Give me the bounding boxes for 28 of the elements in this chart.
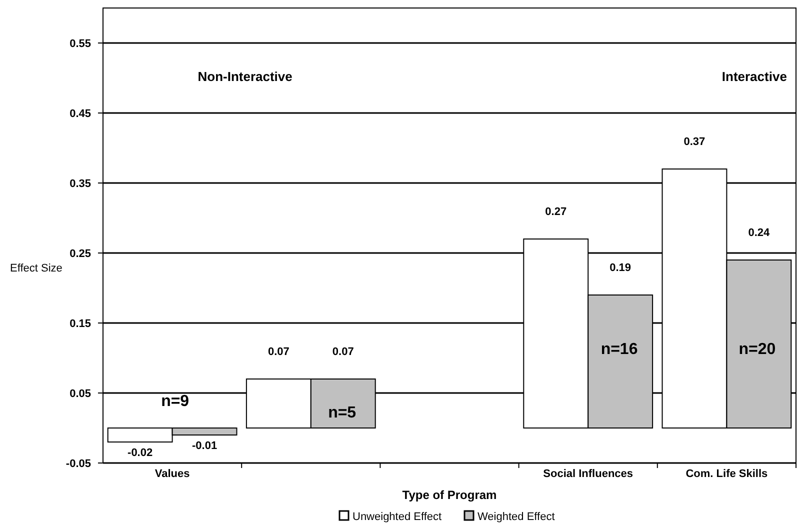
y-axis-title: Effect Size [10,262,62,274]
data-label: 0.07 [332,346,354,358]
annotation: n=9 [161,393,190,410]
data-label: 0.37 [684,136,706,148]
annotation: n=5 [328,404,356,422]
data-label: 0.19 [610,262,632,274]
y-tick-label: 0.15 [70,318,91,330]
y-tick-label: -0.05 [66,458,91,470]
y-tick-label: 0.25 [70,248,91,260]
y-tick-label: 0.05 [70,388,91,400]
data-label: 0.24 [748,227,771,239]
y-tick-label: 0.35 [70,178,91,190]
annotation: Non-Interactive [198,68,292,84]
x-tick-label: Social Influences [543,468,634,480]
x-tick-label: Com. Life Skills [686,468,768,480]
y-tick-label: 0.45 [70,108,91,120]
x-tick-label: Values [154,468,190,480]
data-label: -0.01 [192,440,218,452]
legend-label: Weighted Effect [478,511,555,523]
annotation: Interactive [722,68,787,84]
annotation: n=16 [600,340,638,358]
x-axis-title: Type of Program [402,488,497,502]
annotation: n=20 [738,340,776,358]
y-tick-label: 0.55 [70,38,91,50]
legend-label: Unweighted Effect [352,511,442,523]
data-label: -0.02 [128,447,153,459]
data-label: 0.07 [268,346,290,358]
data-label: 0.27 [545,206,567,218]
